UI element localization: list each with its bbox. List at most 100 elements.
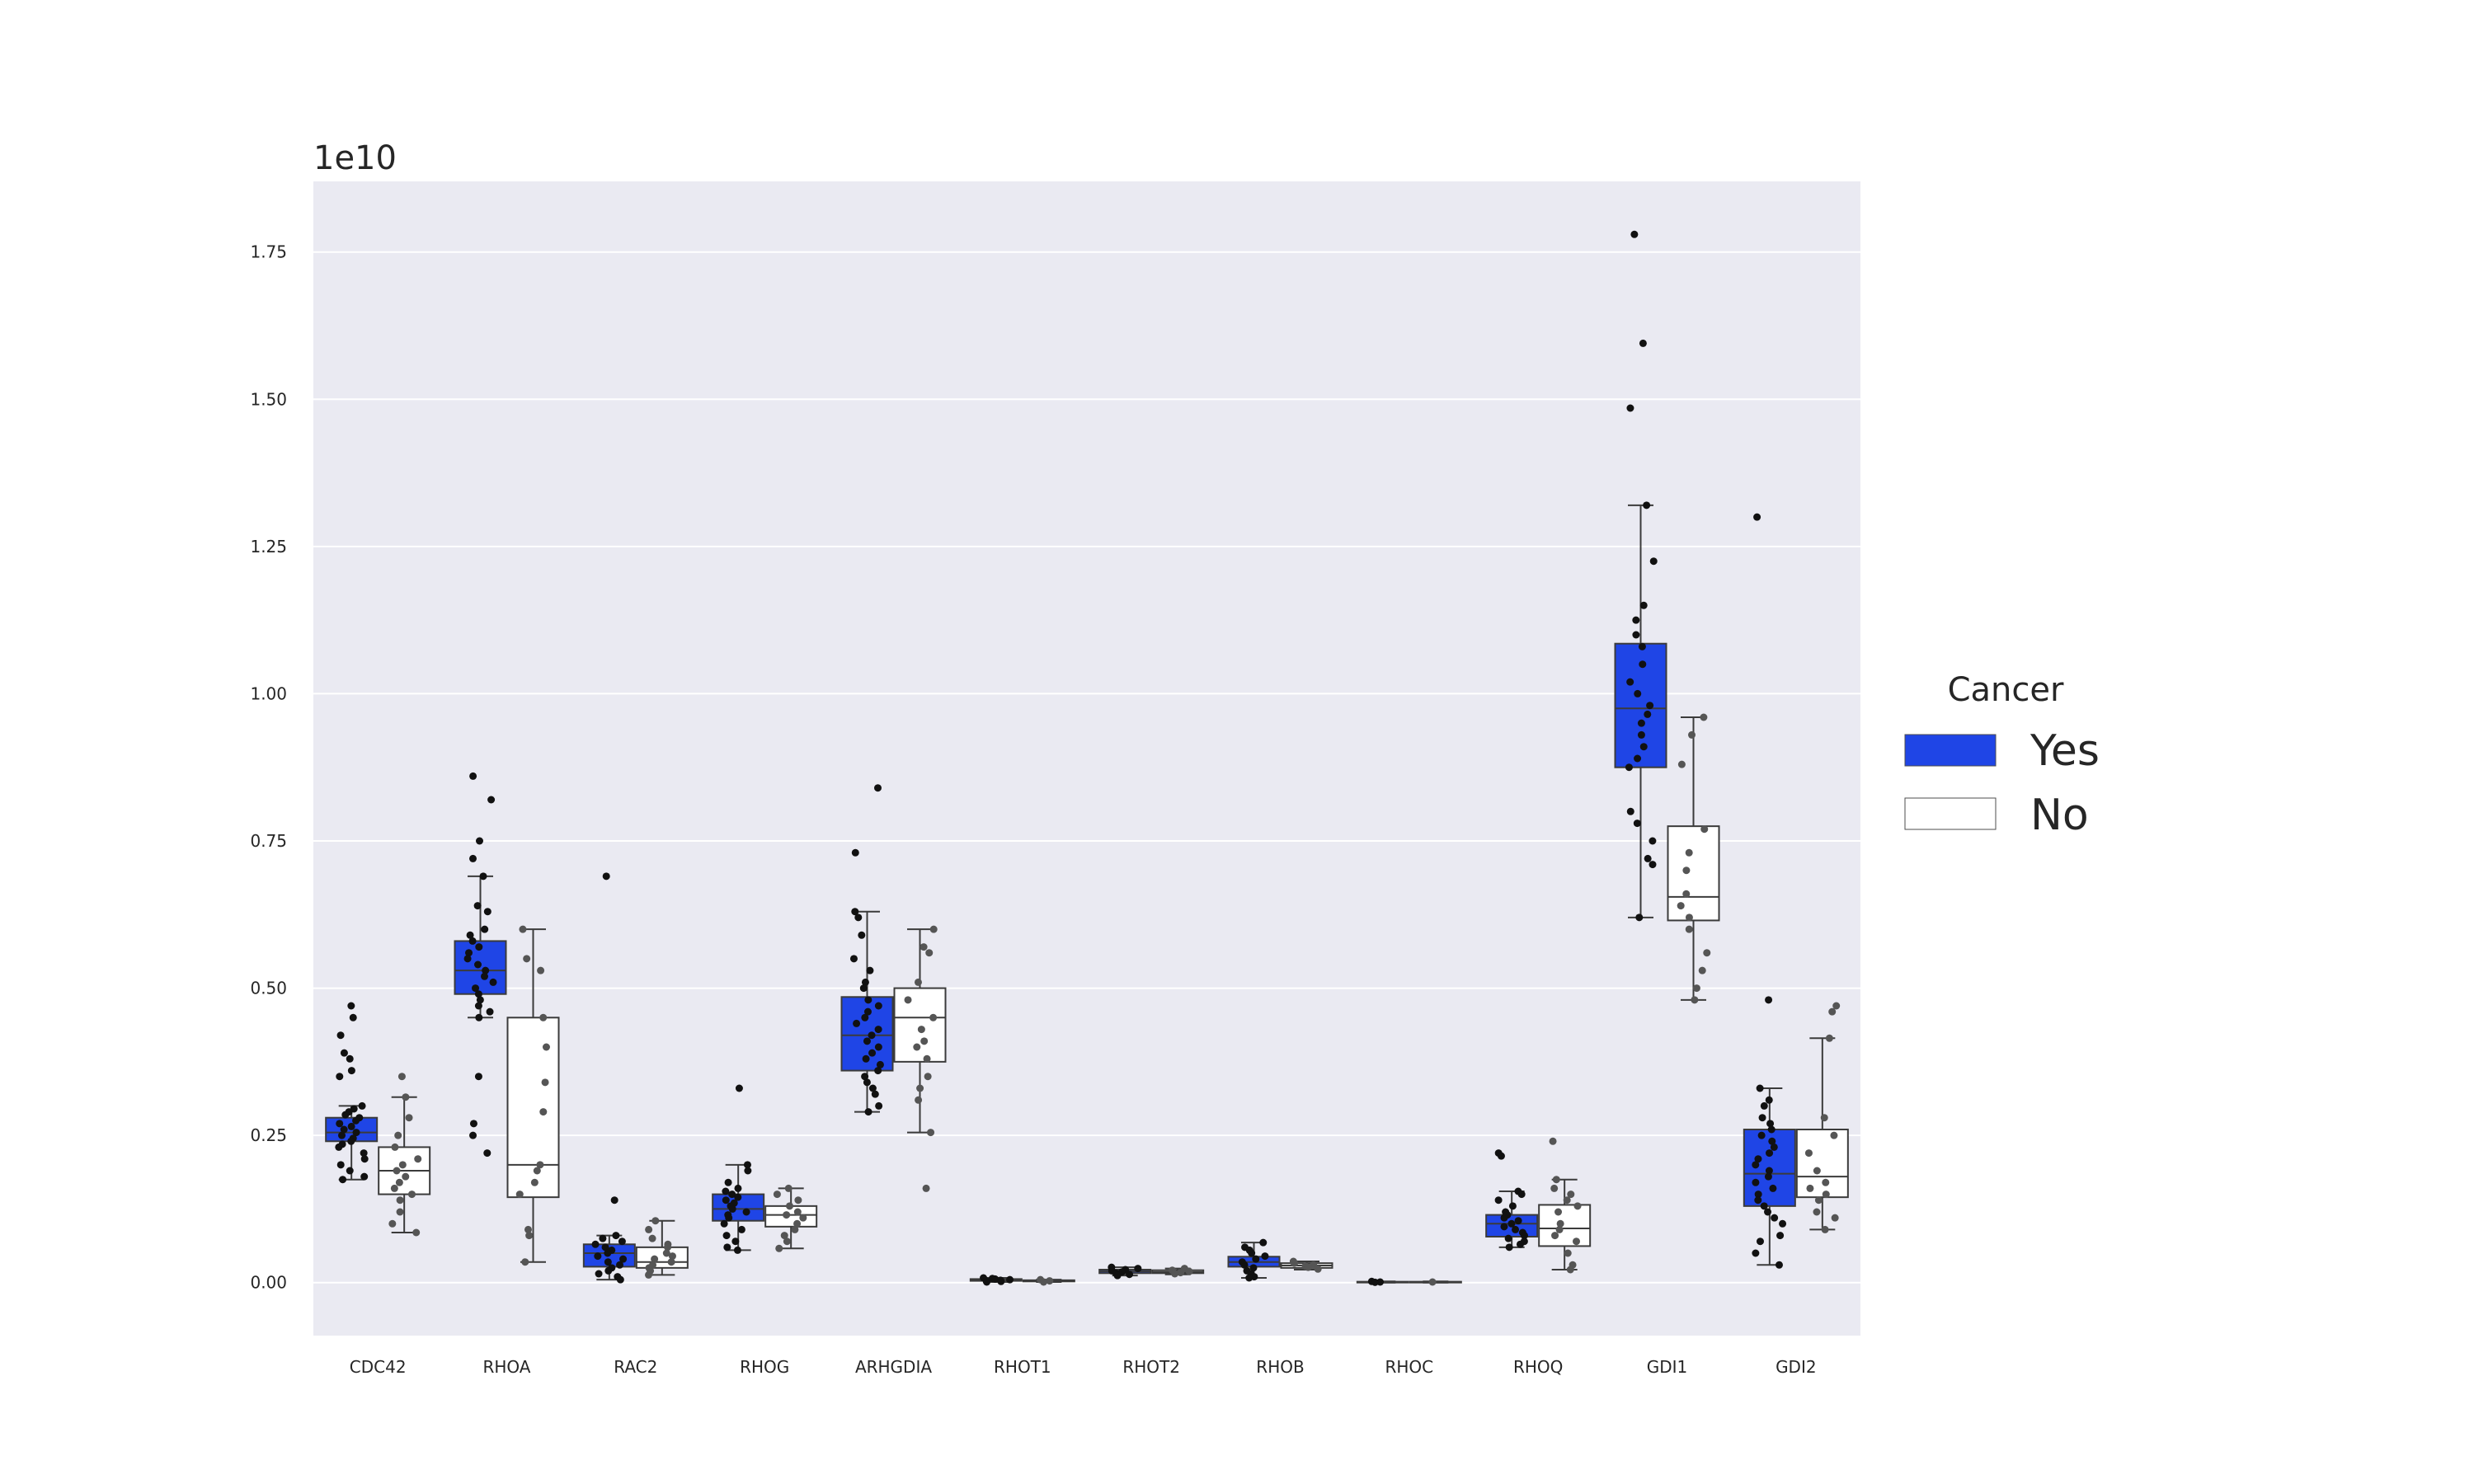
data-point: [523, 955, 531, 963]
data-point: [1633, 819, 1641, 828]
data-point: [1703, 949, 1711, 957]
box-rhot1-yes: [969, 1274, 1023, 1286]
data-point: [474, 1002, 482, 1010]
box-rhoc-no: [1409, 1278, 1462, 1286]
data-point: [481, 972, 489, 980]
data-point: [539, 1013, 548, 1021]
data-point: [1767, 1125, 1776, 1134]
data-point: [341, 1111, 350, 1119]
data-point: [874, 1026, 882, 1034]
y-tick-label: 1.25: [250, 537, 287, 556]
data-point: [412, 1228, 421, 1237]
data-point: [1500, 1223, 1508, 1231]
data-point: [922, 1184, 930, 1192]
data-point: [722, 1232, 731, 1240]
x-tick-label-rhot1: RHOT1: [994, 1357, 1051, 1377]
box-rhoc-yes: [1356, 1277, 1409, 1286]
data-point: [1551, 1232, 1559, 1240]
data-point: [1514, 1217, 1522, 1225]
data-point: [483, 908, 492, 916]
data-point: [1771, 1214, 1779, 1222]
data-point: [352, 1129, 360, 1137]
data-point: [602, 872, 610, 881]
data-point: [539, 1108, 548, 1116]
data-point: [346, 1167, 354, 1175]
data-point: [904, 996, 912, 1004]
data-point: [352, 1116, 360, 1125]
legend: Cancer Yes No: [1904, 671, 2100, 840]
data-point: [466, 931, 474, 939]
data-point: [1776, 1232, 1785, 1240]
data-point: [925, 949, 934, 957]
data-point: [595, 1270, 603, 1278]
data-point: [1756, 1237, 1764, 1246]
data-point: [336, 1161, 345, 1169]
data-point: [1291, 1259, 1299, 1267]
data-point: [472, 984, 480, 993]
data-point: [489, 978, 497, 986]
legend-swatch-no: [1904, 797, 1997, 830]
data-point: [734, 1184, 742, 1192]
x-tick-label-gdi1: GDI1: [1647, 1357, 1688, 1377]
data-point: [871, 1090, 879, 1098]
data-point: [923, 1054, 931, 1063]
data-point: [1634, 754, 1642, 763]
data-point: [604, 1258, 612, 1266]
x-tick-label-rhoa: RHOA: [482, 1357, 530, 1377]
data-point: [1566, 1266, 1574, 1274]
data-point: [1371, 1278, 1379, 1286]
data-point: [612, 1232, 620, 1240]
box-rhot1-no: [1022, 1275, 1075, 1286]
data-point: [1691, 996, 1699, 1004]
data-point: [476, 996, 484, 1004]
data-point: [1813, 1167, 1821, 1175]
data-point: [868, 1031, 876, 1040]
data-point: [479, 872, 487, 881]
data-point: [396, 1208, 404, 1216]
box-rhob-no: [1280, 1257, 1333, 1273]
data-point: [668, 1252, 676, 1261]
data-point: [475, 1013, 483, 1021]
data-point: [861, 1073, 869, 1081]
data-point: [983, 1278, 991, 1286]
data-point: [1635, 913, 1644, 922]
data-point: [851, 848, 859, 857]
data-point: [1177, 1269, 1185, 1277]
data-point: [336, 1120, 344, 1128]
data-point: [468, 937, 477, 945]
data-point: [338, 1131, 346, 1139]
data-point: [1753, 513, 1761, 521]
data-point: [916, 1084, 924, 1092]
data-point: [1752, 1161, 1760, 1169]
data-point: [336, 1031, 345, 1040]
data-point: [868, 1084, 877, 1092]
data-point: [525, 1232, 534, 1240]
data-point: [1765, 1167, 1773, 1175]
data-point: [1040, 1278, 1048, 1286]
data-point: [474, 960, 482, 969]
box-groups: [325, 230, 1849, 1286]
box-gdi1-no: [1667, 713, 1720, 1004]
data-point: [402, 1093, 410, 1101]
data-point: [1564, 1249, 1572, 1257]
data-point: [1520, 1232, 1528, 1240]
data-point: [1304, 1263, 1312, 1271]
data-point: [1752, 1178, 1760, 1186]
data-point: [863, 1007, 872, 1016]
data-point: [873, 784, 882, 792]
data-point: [537, 966, 545, 974]
data-point: [876, 1060, 884, 1068]
box-arhgdia-yes: [840, 784, 894, 1116]
data-point: [1685, 925, 1693, 933]
data-point: [1637, 730, 1645, 739]
data-point: [924, 1073, 932, 1081]
data-point: [1766, 1149, 1774, 1158]
data-point: [742, 1208, 750, 1216]
data-point: [1249, 1264, 1258, 1272]
data-point: [1555, 1225, 1564, 1233]
box-rhoq-no: [1538, 1137, 1592, 1274]
data-point: [346, 1054, 354, 1063]
y-axis-offset-label: 1e10: [313, 139, 397, 177]
data-point: [1779, 1219, 1787, 1228]
